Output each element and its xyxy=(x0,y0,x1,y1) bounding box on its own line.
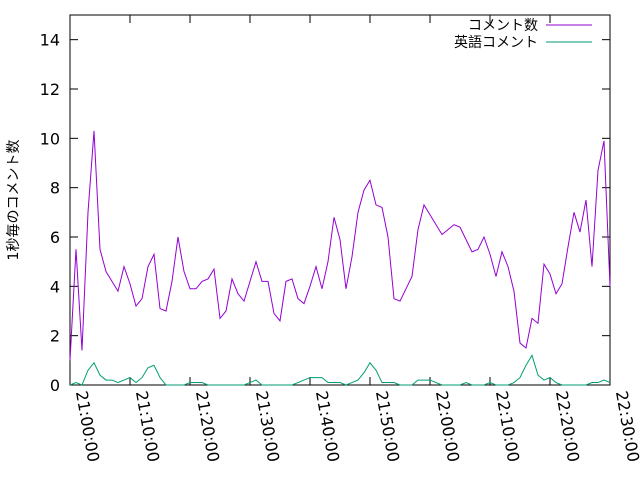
legend-label: コメント数 xyxy=(468,18,538,34)
y-tick-label: 8 xyxy=(50,179,60,198)
x-tick-label: 21:50:00 xyxy=(372,389,403,463)
y-axis-label: 1秒毎のコメント数 xyxy=(6,140,22,261)
x-tick-label: 22:10:00 xyxy=(492,389,523,463)
x-tick-label: 21:10:00 xyxy=(132,389,163,463)
x-tick-label: 21:00:00 xyxy=(72,389,103,463)
x-tick-label: 21:20:00 xyxy=(192,389,223,463)
y-tick-label: 10 xyxy=(40,129,60,148)
y-tick-label: 14 xyxy=(40,31,60,50)
y-tick-label: 12 xyxy=(40,80,60,99)
x-tick-label: 21:40:00 xyxy=(312,389,343,463)
y-tick-label: 2 xyxy=(50,327,60,346)
x-tick-label: 21:30:00 xyxy=(252,389,283,463)
series-line xyxy=(69,130,611,361)
plot-border xyxy=(69,14,611,386)
x-tick-label: 22:20:00 xyxy=(552,389,583,463)
series-line xyxy=(69,354,611,386)
x-tick-label: 22:30:00 xyxy=(612,389,640,463)
x-tick-label: 22:00:00 xyxy=(432,389,463,463)
legend-label: 英語コメント xyxy=(454,34,538,51)
y-tick-label: 0 xyxy=(50,376,60,395)
y-tick-label: 4 xyxy=(50,277,60,296)
y-tick-label: 6 xyxy=(50,228,60,247)
